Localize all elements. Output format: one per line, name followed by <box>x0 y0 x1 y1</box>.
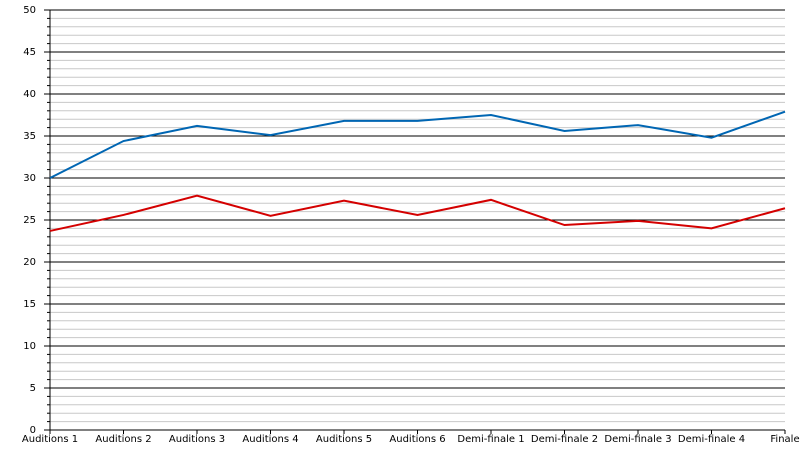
y-tick-label: 15 <box>23 299 36 310</box>
y-tick-label: 40 <box>23 89 36 100</box>
x-tick-label: Demi-finale 2 <box>531 434 598 445</box>
x-tick-label: Demi-finale 3 <box>604 434 671 445</box>
y-tick-label: 35 <box>23 131 36 142</box>
x-tick-label: Auditions 2 <box>95 434 151 445</box>
x-tick-label: Auditions 4 <box>242 434 298 445</box>
y-tick-label: 50 <box>23 5 36 16</box>
x-tick-label: Auditions 6 <box>389 434 445 445</box>
y-tick-label: 5 <box>30 383 36 394</box>
x-tick-label: Auditions 3 <box>169 434 225 445</box>
y-tick-label: 0 <box>30 425 36 436</box>
y-tick-label: 45 <box>23 47 36 58</box>
x-tick-label: Finale <box>770 434 799 445</box>
y-tick-label: 20 <box>23 257 36 268</box>
y-tick-label: 30 <box>23 173 36 184</box>
x-tick-label: Auditions 5 <box>316 434 372 445</box>
series-line <box>49 194 786 232</box>
series-line <box>49 110 786 179</box>
x-tick-label: Auditions 1 <box>22 434 78 445</box>
y-tick-label: 10 <box>23 341 36 352</box>
x-tick-label: Demi-finale 1 <box>457 434 524 445</box>
x-tick-label: Demi-finale 4 <box>678 434 745 445</box>
y-tick-label: 25 <box>23 215 36 226</box>
